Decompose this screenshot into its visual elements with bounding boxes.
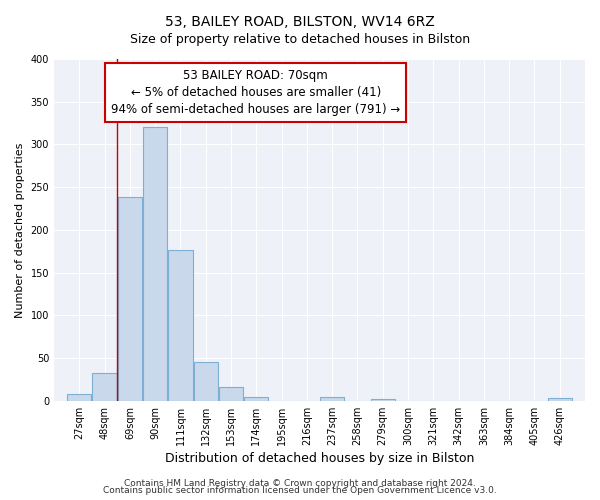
Bar (371, 399, 395, 401)
Bar (143, 128, 167, 401)
Bar (194, 362, 218, 401)
Bar (219, 387, 243, 401)
Bar (548, 398, 572, 401)
Bar (320, 398, 344, 401)
Bar (118, 198, 142, 401)
Bar (92, 372, 117, 401)
Text: Contains HM Land Registry data © Crown copyright and database right 2024.: Contains HM Land Registry data © Crown c… (124, 478, 476, 488)
Bar (169, 250, 193, 401)
Y-axis label: Number of detached properties: Number of detached properties (15, 142, 25, 318)
Text: 53, BAILEY ROAD, BILSTON, WV14 6RZ: 53, BAILEY ROAD, BILSTON, WV14 6RZ (165, 15, 435, 29)
Bar (244, 396, 268, 401)
Text: Contains public sector information licensed under the Open Government Licence v3: Contains public sector information licen… (103, 486, 497, 495)
Text: Size of property relative to detached houses in Bilston: Size of property relative to detached ho… (130, 32, 470, 46)
Bar (67, 394, 91, 401)
X-axis label: Distribution of detached houses by size in Bilston: Distribution of detached houses by size … (165, 452, 474, 465)
Text: 53 BAILEY ROAD: 70sqm
← 5% of detached houses are smaller (41)
94% of semi-detac: 53 BAILEY ROAD: 70sqm ← 5% of detached h… (111, 70, 400, 116)
